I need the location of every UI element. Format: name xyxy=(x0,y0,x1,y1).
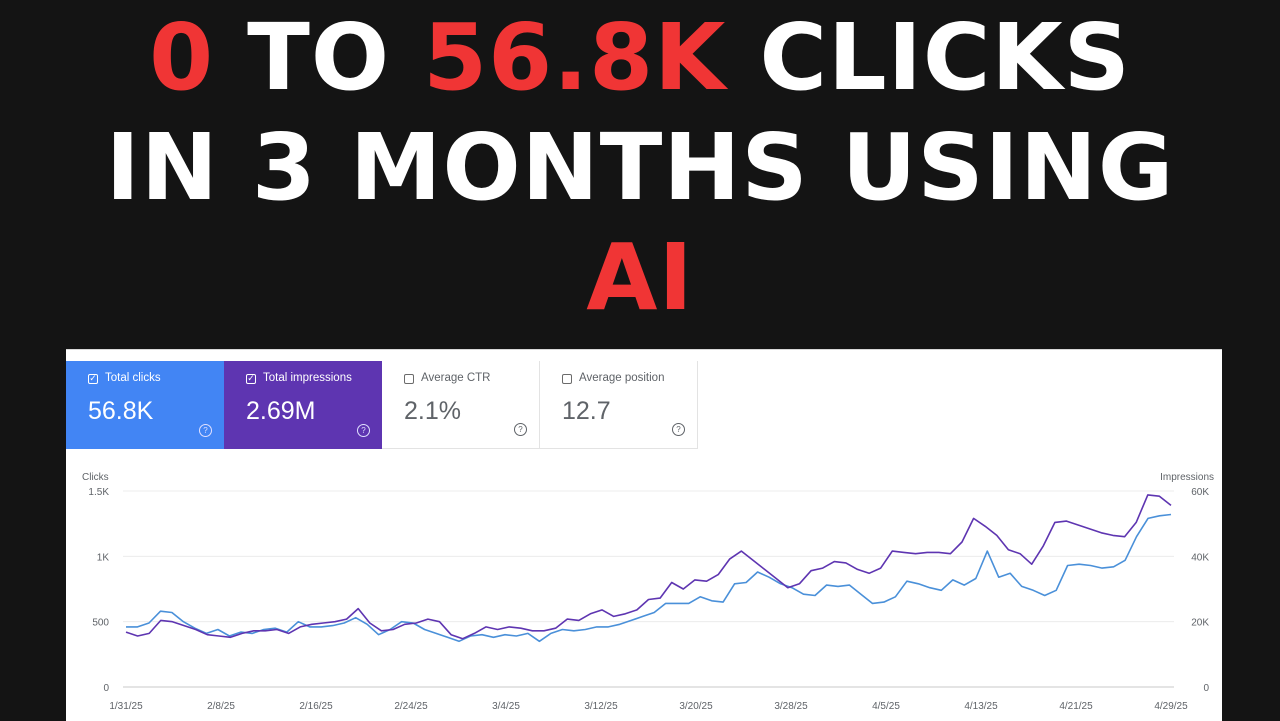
metric-label: Total impressions xyxy=(263,372,352,384)
help-icon[interactable]: ? xyxy=(672,423,685,436)
x-tick-label: 2/8/25 xyxy=(207,701,235,712)
x-tick-label: 3/12/25 xyxy=(584,701,618,712)
right-tick-label: 40K xyxy=(1191,552,1209,563)
clicks-series-line xyxy=(126,513,1172,643)
help-icon[interactable]: ? xyxy=(199,424,212,437)
metric-value: 12.7 xyxy=(562,397,611,425)
headline-line-1: 0 TO 56.8K CLICKS xyxy=(0,8,1280,108)
help-icon[interactable]: ? xyxy=(357,424,370,437)
search-console-performance-panel: ✓ Total clicks 56.8K ? ✓ Total impressio… xyxy=(66,349,1222,721)
x-tick-label: 1/31/25 xyxy=(109,701,143,712)
x-tick-label: 3/20/25 xyxy=(679,701,713,712)
checkbox-unchecked-icon[interactable] xyxy=(404,374,414,384)
metric-label: Average CTR xyxy=(421,372,491,384)
checkbox-checked-icon[interactable]: ✓ xyxy=(246,374,256,384)
metric-value: 56.8K xyxy=(88,397,154,425)
metric-label: Average position xyxy=(579,372,665,384)
metric-card-average-position[interactable]: Average position 12.7 ? xyxy=(540,361,698,449)
checkbox-unchecked-icon[interactable] xyxy=(562,374,572,384)
metric-card-total-clicks[interactable]: ✓ Total clicks 56.8K ? xyxy=(66,361,224,449)
x-tick-label: 3/28/25 xyxy=(774,701,808,712)
metric-value: 2.69M xyxy=(246,397,316,425)
x-tick-label: 3/4/25 xyxy=(492,701,520,712)
headline-segment: CLICKS xyxy=(726,4,1131,111)
metric-cards: ✓ Total clicks 56.8K ? ✓ Total impressio… xyxy=(66,361,698,449)
performance-line-chart: Clicks Impressions 0 0 500 20K 1K 40K 1.5K 60K 1/3… xyxy=(82,472,1214,712)
checkbox-checked-icon[interactable]: ✓ xyxy=(88,374,98,384)
metric-label: Total clicks xyxy=(105,372,161,384)
right-tick-label: 60K xyxy=(1191,487,1209,498)
left-tick-label: 500 xyxy=(92,618,109,629)
help-icon[interactable]: ? xyxy=(514,423,527,436)
x-tick-label: 4/29/25 xyxy=(1154,701,1188,712)
x-tick-label: 4/5/25 xyxy=(872,701,900,712)
headline-segment: TO xyxy=(214,4,424,111)
headline-segment: 0 xyxy=(149,4,215,111)
right-tick-label: 20K xyxy=(1191,618,1209,629)
metric-card-total-impressions[interactable]: ✓ Total impressions 2.69M ? xyxy=(224,361,382,449)
left-axis-title: Clicks xyxy=(82,472,109,483)
left-tick-label: 0 xyxy=(103,683,109,694)
impressions-series-line xyxy=(125,494,1172,640)
headline-line-2: IN 3 MONTHS USING xyxy=(105,114,1175,221)
right-tick-label: 0 xyxy=(1203,683,1209,694)
metric-value: 2.1% xyxy=(404,397,461,425)
headline-segment: 56.8K xyxy=(423,4,727,111)
x-tick-label: 4/13/25 xyxy=(964,701,998,712)
headline-line-3: AI xyxy=(586,224,694,331)
x-tick-label: 2/24/25 xyxy=(394,701,428,712)
x-tick-label: 2/16/25 xyxy=(299,701,333,712)
metric-card-average-ctr[interactable]: Average CTR 2.1% ? xyxy=(382,361,540,449)
left-tick-label: 1.5K xyxy=(88,487,109,498)
left-tick-label: 1K xyxy=(97,552,110,563)
right-axis-title: Impressions xyxy=(1160,472,1214,483)
x-tick-label: 4/21/25 xyxy=(1059,701,1093,712)
